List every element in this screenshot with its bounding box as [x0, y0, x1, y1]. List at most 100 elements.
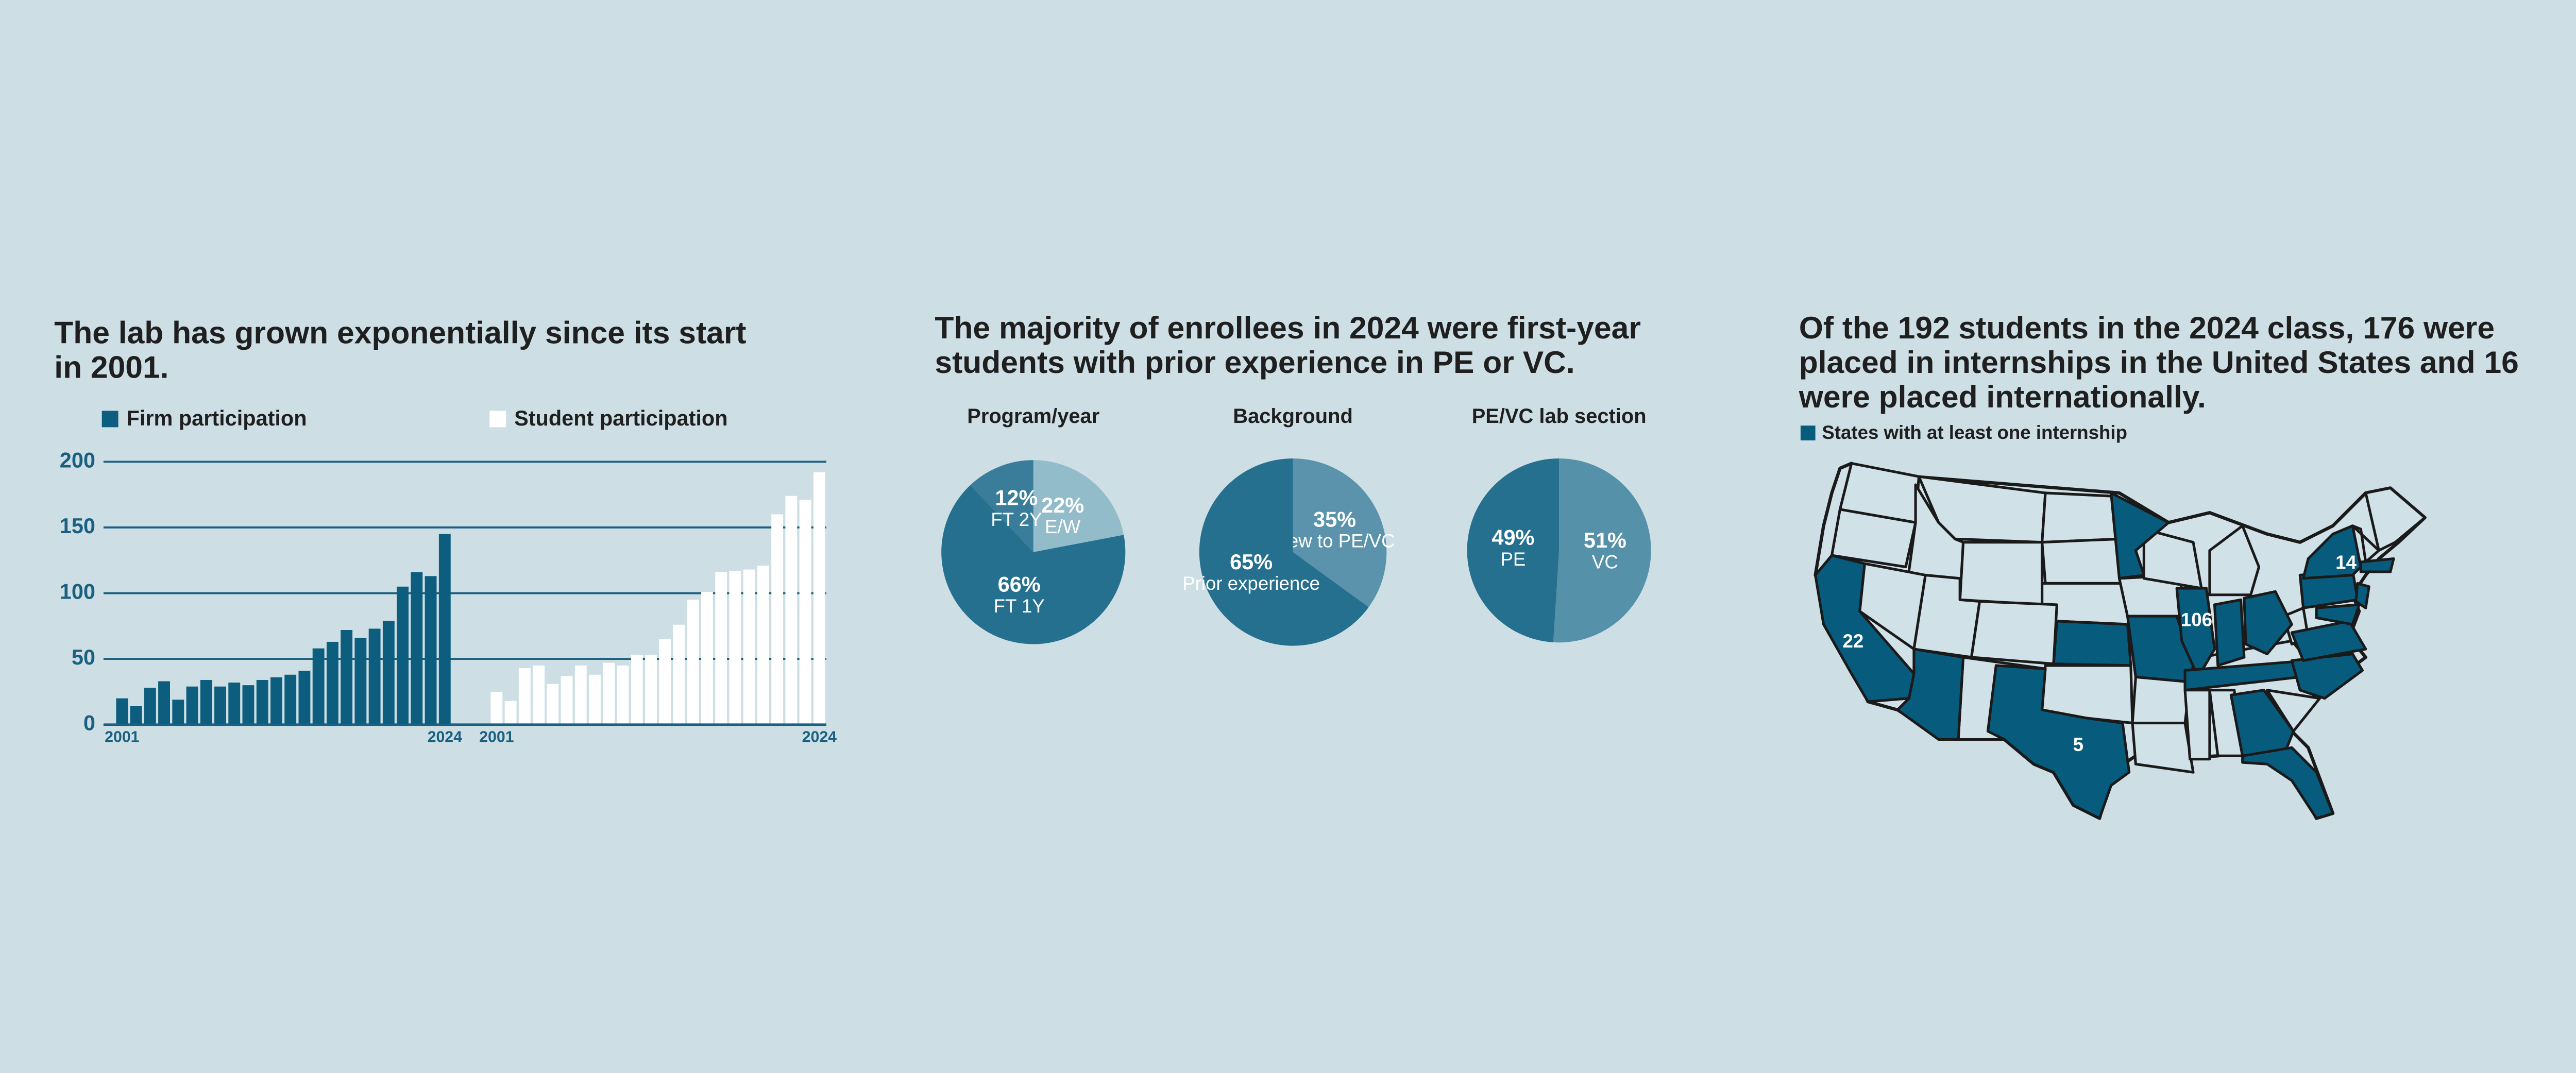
state [2041, 537, 2124, 585]
bar [341, 630, 353, 725]
pie-value-label: 66% [998, 572, 1041, 597]
map-count-label: 106 [2181, 609, 2212, 630]
pie-category-label: Prior experience [1182, 573, 1320, 594]
state [2131, 675, 2192, 725]
state-with-internship [2241, 746, 2334, 820]
x-tick-label: 2024 [802, 728, 837, 745]
bar [504, 701, 517, 725]
bar [701, 591, 713, 725]
bar [785, 496, 798, 725]
state [2041, 491, 2121, 544]
state-with-internship [2229, 689, 2295, 757]
bar [172, 700, 184, 725]
bar [228, 683, 241, 725]
y-tick-label: 150 [60, 514, 95, 538]
state [2131, 721, 2195, 774]
bar [574, 665, 587, 725]
bar [242, 685, 255, 725]
bar [799, 500, 811, 725]
pie-slice [1553, 458, 1651, 643]
map-count-label: 22 [1843, 631, 1864, 652]
legend-label: Firm participation [127, 406, 307, 430]
bar [729, 571, 741, 725]
pie-category-label: FT 1Y [994, 595, 1045, 617]
bar [144, 688, 156, 725]
pie-value-label: 65% [1230, 550, 1273, 574]
state-with-internship [1814, 554, 1916, 703]
state-with-internship [1986, 664, 2131, 820]
state-with-internship [2290, 653, 2364, 700]
bar [130, 706, 142, 725]
pie-slice [1033, 460, 1124, 552]
bar [382, 621, 395, 725]
bar [617, 665, 629, 725]
bar [645, 655, 657, 725]
state-with-internship [2290, 620, 2367, 662]
map-count-label: 14 [2335, 552, 2357, 573]
bar [561, 676, 573, 725]
bar [298, 671, 311, 725]
x-tick-label: 2001 [105, 728, 139, 745]
x-tick-label: 2001 [479, 728, 514, 745]
bar [715, 572, 727, 725]
state-with-internship [2315, 603, 2361, 626]
bar [687, 600, 699, 725]
bar [158, 681, 170, 725]
bar [397, 586, 409, 725]
state [1970, 600, 2058, 666]
y-tick-label: 0 [83, 711, 95, 735]
y-tick-label: 200 [60, 448, 95, 472]
legend-label: Student participation [514, 406, 727, 430]
pie-slice [1467, 458, 1560, 642]
bar [757, 565, 769, 725]
state-with-internship [2359, 557, 2395, 573]
bar [284, 674, 297, 725]
pie-category-label: VC [1592, 551, 1618, 572]
bar [518, 668, 531, 725]
bar [326, 641, 338, 725]
bar [813, 472, 825, 725]
legend-swatch [1800, 425, 1816, 440]
y-tick-label: 50 [72, 645, 95, 669]
state-with-internship [2052, 620, 2132, 667]
pie-slice [1199, 458, 1369, 646]
pie-title: Program/year [967, 405, 1099, 428]
state-with-internship [2243, 590, 2293, 656]
state [2208, 524, 2261, 597]
pie-value-label: 12% [995, 486, 1038, 510]
y-tick-label: 100 [60, 579, 95, 603]
pie-group-title: The majority of enrollees in 2024 were f… [935, 312, 1641, 382]
bar [533, 665, 545, 725]
pie-slice [1293, 458, 1387, 607]
bar [214, 686, 226, 725]
bar [368, 628, 381, 725]
bar [631, 655, 643, 725]
state [2265, 689, 2321, 733]
x-tick-label: 2024 [428, 728, 463, 745]
bar [312, 648, 325, 725]
pie-title: Background [1233, 405, 1353, 428]
state [2183, 689, 2211, 761]
state-with-internship [2213, 598, 2246, 667]
legend-swatch [101, 411, 118, 428]
pie-category-label: E/W [1045, 516, 1081, 537]
bar [603, 662, 615, 725]
state-with-internship [2175, 587, 2216, 678]
bar [270, 677, 282, 725]
bar [490, 691, 503, 725]
state [1904, 483, 1965, 601]
legend-swatch [489, 411, 506, 428]
pie-value-label: 49% [1492, 525, 1534, 550]
pie-category-label: PE [1500, 549, 1526, 570]
bar [256, 679, 268, 725]
pie-value-label: 22% [1041, 493, 1084, 517]
bar [589, 674, 601, 725]
state [1830, 508, 1917, 569]
bar-chart-title: The lab has grown exponentially since it… [54, 317, 747, 386]
bar [354, 638, 367, 725]
map-count-label: 5 [2073, 734, 2083, 755]
state-with-internship [2110, 491, 2170, 580]
